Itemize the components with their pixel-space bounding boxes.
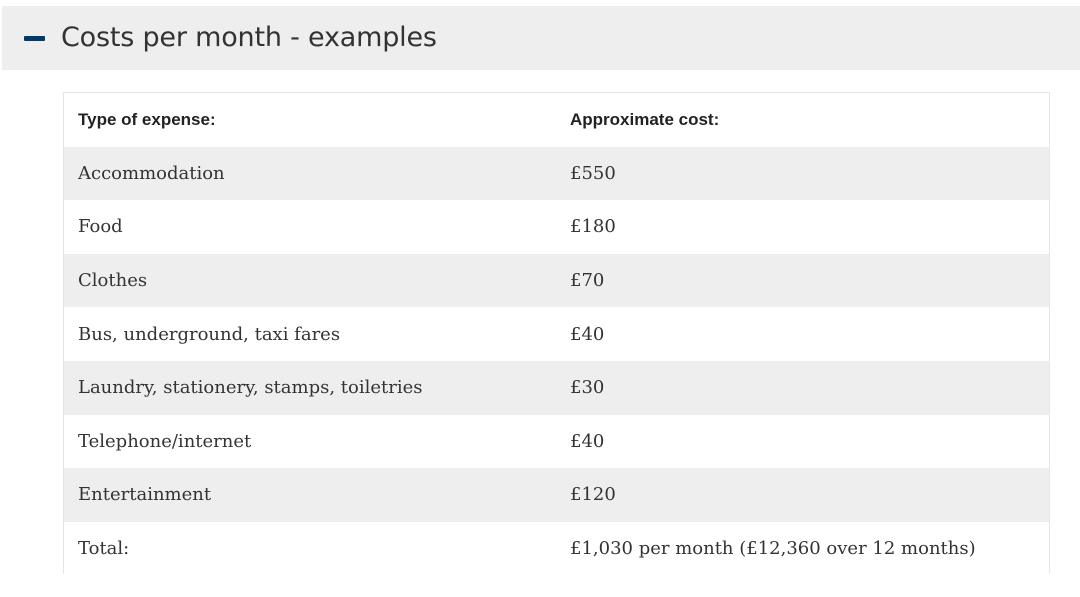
header-type-of-expense: Type of expense: — [64, 93, 556, 147]
expense-type-cell: Laundry, stationery, stamps, toiletries — [64, 360, 556, 415]
expense-cost-cell: £120 — [556, 468, 1049, 522]
expense-type-cell: Entertainment — [64, 468, 556, 522]
costs-table-container: Type of expense: Approximate cost: Accom… — [63, 92, 1050, 576]
header-approximate-cost: Approximate cost: — [556, 93, 1049, 147]
table-row: Telephone/internet £40 — [64, 414, 1049, 469]
expense-cost-cell: £40 — [556, 414, 1049, 469]
table-row-total: Total: £1,030 per month (£12,360 over 12… — [64, 521, 1049, 576]
table-row: Clothes £70 — [64, 253, 1049, 308]
table-row: Bus, underground, taxi fares £40 — [64, 307, 1049, 361]
expense-cost-cell: £180 — [556, 200, 1049, 254]
table-row: Entertainment £120 — [64, 468, 1049, 522]
expense-type-cell: Telephone/internet — [64, 414, 556, 469]
total-label-cell: Total: — [64, 521, 556, 576]
accordion-title: Costs per month - examples — [61, 22, 437, 53]
table-row: Food £180 — [64, 200, 1049, 254]
expense-type-cell: Food — [64, 200, 556, 254]
expense-cost-cell: £30 — [556, 360, 1049, 415]
total-cost-cell: £1,030 per month (£12,360 over 12 months… — [556, 521, 1049, 576]
expense-type-cell: Clothes — [64, 253, 556, 308]
expense-cost-cell: £550 — [556, 146, 1049, 201]
table-header-row: Type of expense: Approximate cost: — [64, 93, 1049, 147]
table-row: Laundry, stationery, stamps, toiletries … — [64, 360, 1049, 415]
costs-table: Type of expense: Approximate cost: Accom… — [64, 93, 1049, 576]
table-row: Accommodation £550 — [64, 146, 1049, 201]
minus-icon[interactable] — [24, 36, 45, 41]
expense-cost-cell: £70 — [556, 253, 1049, 308]
expense-cost-cell: £40 — [556, 307, 1049, 361]
expense-type-cell: Bus, underground, taxi fares — [64, 307, 556, 361]
expense-type-cell: Accommodation — [64, 146, 556, 201]
accordion-header-costs[interactable]: Costs per month - examples — [2, 6, 1080, 70]
